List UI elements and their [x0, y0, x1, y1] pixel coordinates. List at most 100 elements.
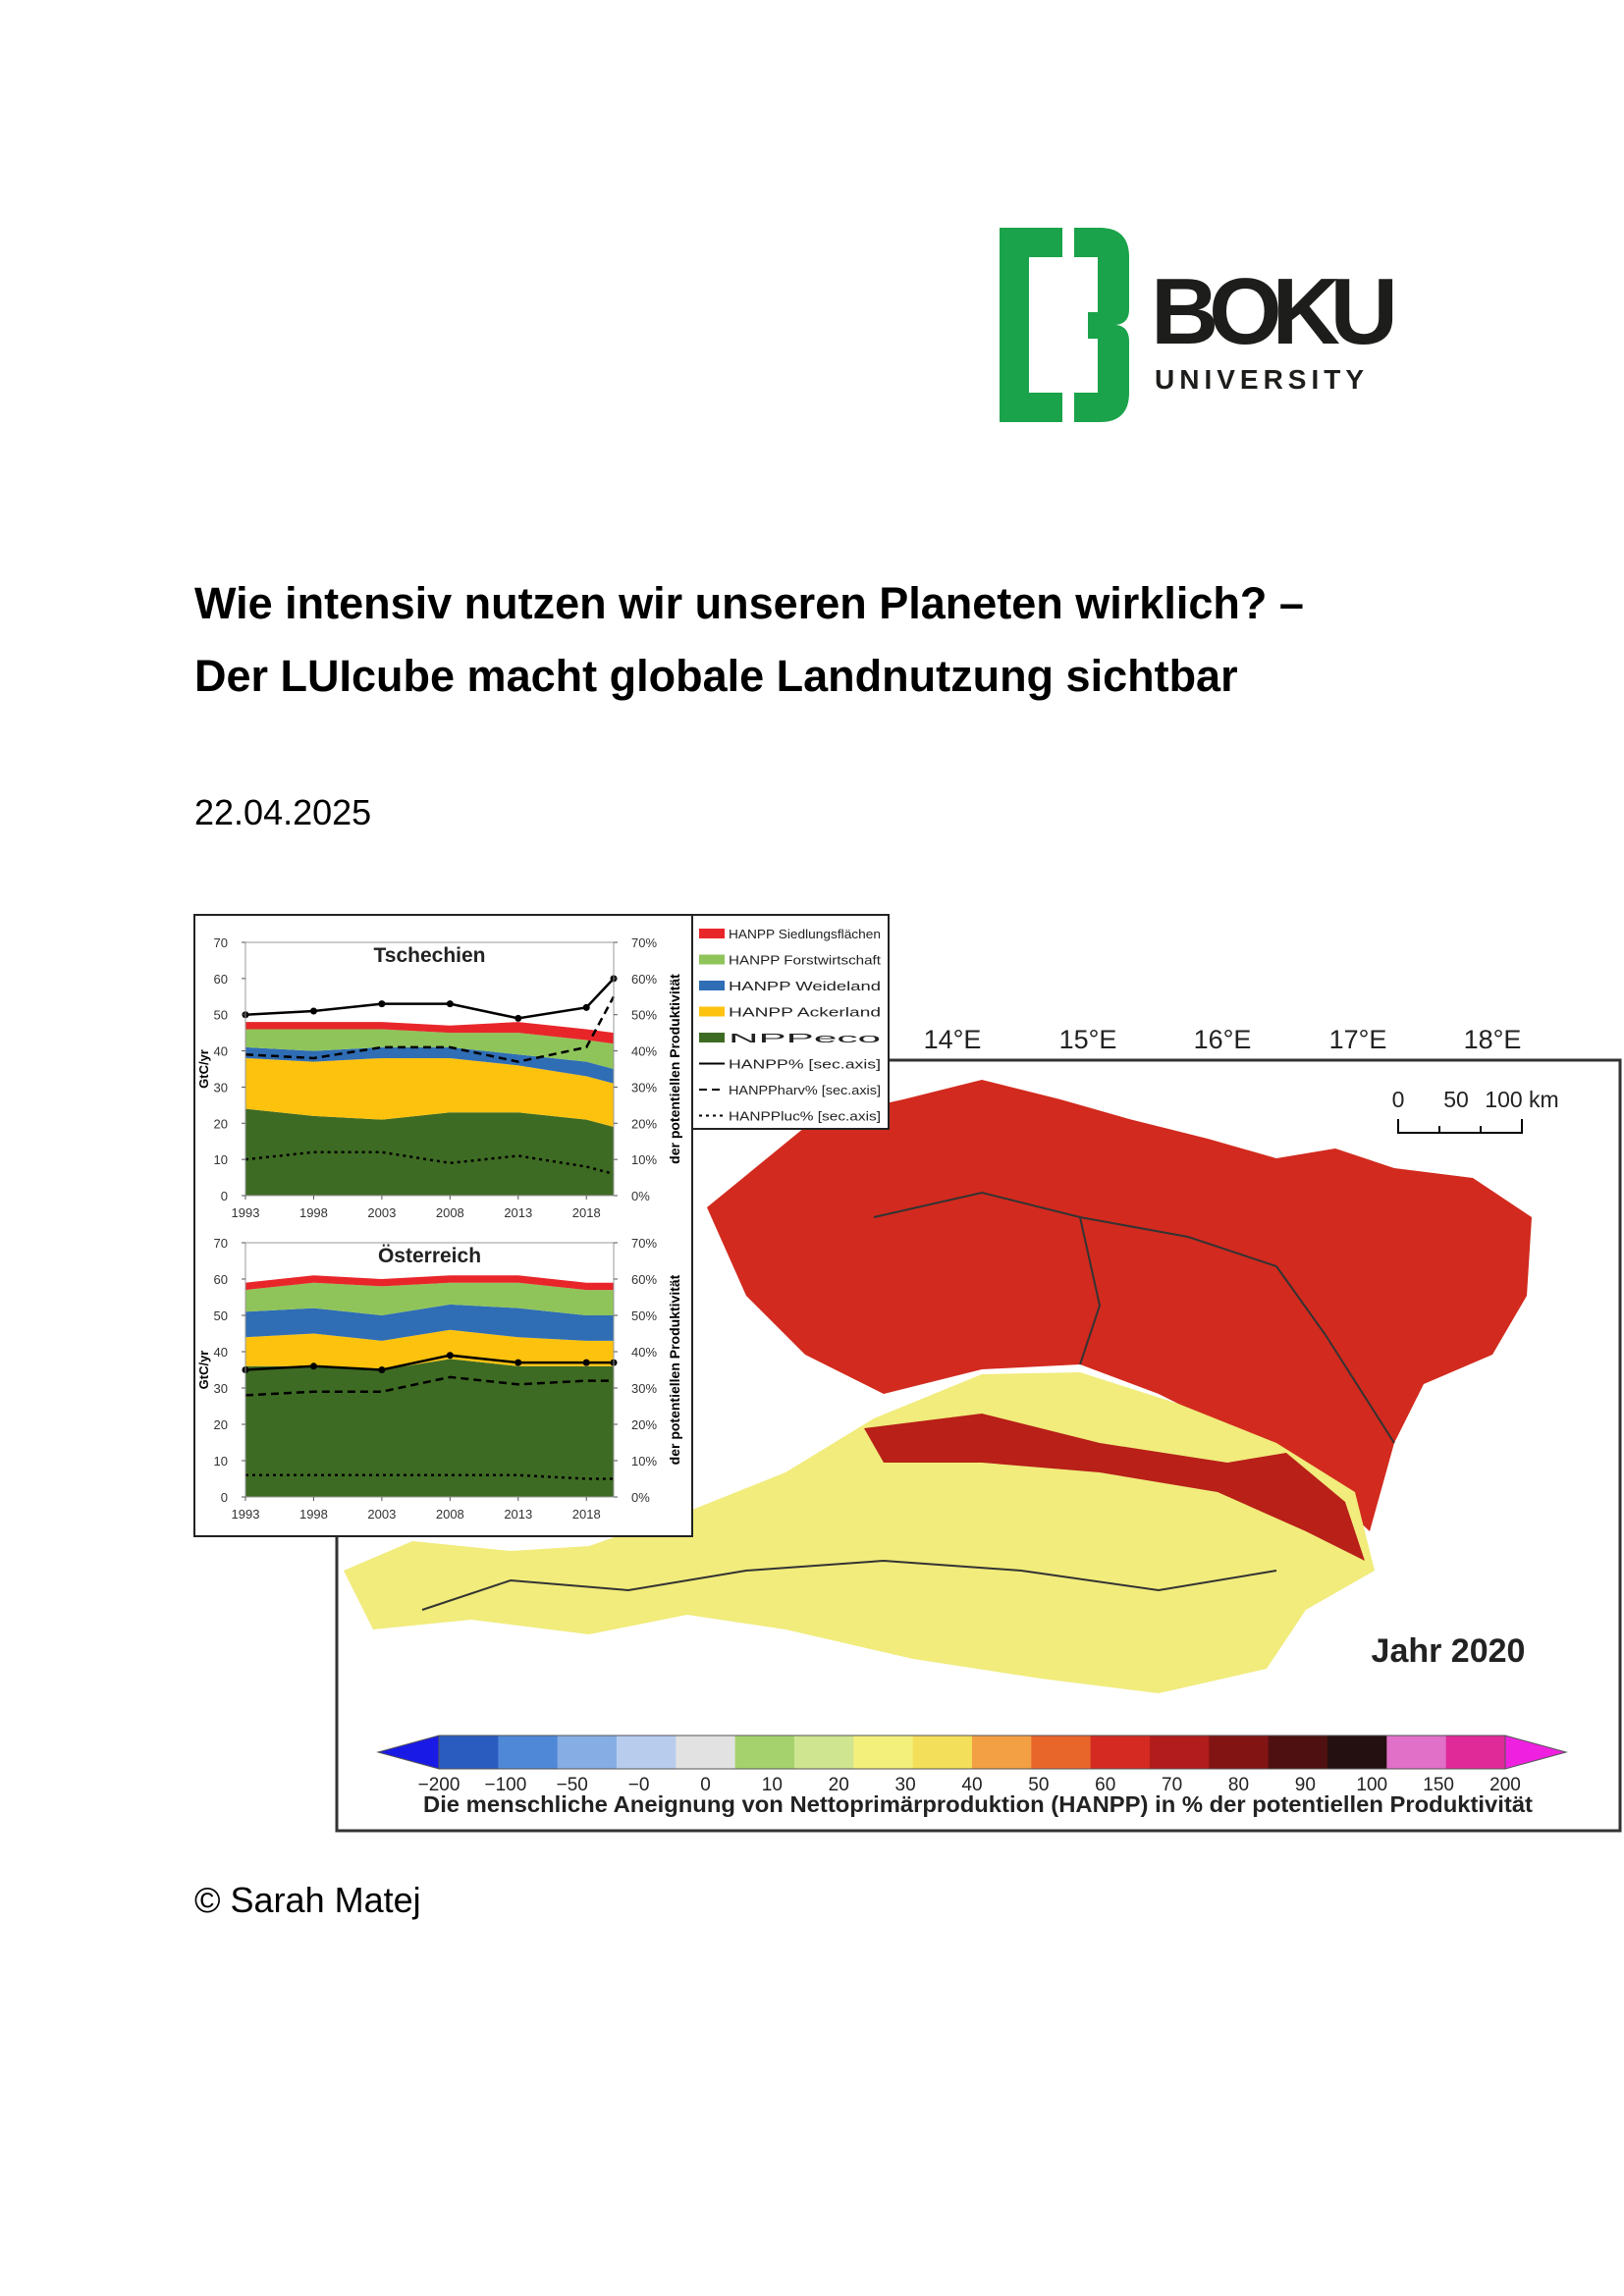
y2-axis-label: der potentiellen Produktivität [667, 974, 682, 1164]
colorbar-tick-label: 80 [1228, 1775, 1249, 1795]
colorbar-segment [794, 1735, 854, 1769]
point [514, 1014, 522, 1022]
y2-tick-label: 70% [631, 935, 657, 950]
area [245, 1108, 614, 1196]
x-tick-label: 2018 [572, 1507, 601, 1522]
colorbar-segment [1209, 1735, 1270, 1769]
area [245, 1022, 614, 1044]
map-border [421, 1559, 1277, 1611]
legend-box [691, 914, 890, 1130]
y2-tick-label: 30% [631, 1381, 657, 1396]
chart-title: Tschechien [374, 944, 486, 967]
colorbar-label: Die menschliche Aneignung von Nettoprimä… [423, 1791, 1533, 1817]
y-tick-label: 10 [214, 1152, 228, 1167]
scale-bar [1397, 1119, 1523, 1134]
colorbar-segment [1445, 1735, 1506, 1769]
colorbar-segment [1386, 1735, 1447, 1769]
area [245, 1304, 614, 1341]
legend-label: HANPP Siedlungsflächen [729, 927, 881, 941]
y-tick-label: 70 [214, 1236, 228, 1251]
colorbar-frame [438, 1735, 1506, 1770]
legend-label: HANPP Ackerland [729, 1005, 881, 1020]
y-tick-label: 40 [214, 1345, 228, 1360]
x-tick-label: 2013 [504, 1205, 532, 1220]
legend-label: HANPPharv% [sec.axis] [729, 1083, 881, 1097]
legend-swatch [699, 954, 725, 965]
point [446, 1352, 454, 1360]
chart-title: Österreich [378, 1245, 481, 1267]
legend-swatch [699, 1033, 725, 1042]
x-tick-label: 2008 [436, 1205, 464, 1220]
y-axis-label: GtC/yr [196, 1351, 211, 1390]
longitude-label: 17°E [1329, 1025, 1387, 1054]
x-tick-label: 2003 [367, 1205, 396, 1220]
y2-tick-label: 60% [631, 1272, 657, 1287]
colorbar-segment [912, 1735, 973, 1769]
caption: © Sarah Matej [194, 1880, 421, 1920]
colorbar-segment [439, 1735, 499, 1769]
x-tick-label: 1993 [232, 1205, 260, 1220]
legend-swatch [699, 981, 725, 990]
map-region [864, 1414, 1365, 1561]
x-tick-label: 1993 [232, 1507, 260, 1522]
colorbar-segment [1150, 1735, 1210, 1769]
point [378, 1366, 386, 1373]
scale-line [1397, 1119, 1523, 1134]
map-year: Jahr 2020 [1372, 1632, 1526, 1670]
area [245, 1359, 614, 1497]
colorbar-tick-label: 70 [1162, 1775, 1182, 1795]
logo-subtitle: UNIVERSITY [1155, 364, 1369, 395]
area [245, 1046, 614, 1084]
y-tick-label: 60 [214, 1272, 228, 1287]
y2-tick-label: 50% [631, 1008, 657, 1023]
legend-label: NPPeco [729, 1031, 881, 1045]
y-tick-label: 50 [214, 1008, 228, 1023]
logo-bracket [1000, 228, 1062, 422]
x-tick-label: 2013 [504, 1507, 532, 1522]
x-tick-label: 2018 [572, 1205, 601, 1220]
legend-swatch [699, 929, 725, 938]
area [245, 1275, 614, 1291]
colorbar-segment [498, 1735, 559, 1769]
y-tick-label: 60 [214, 972, 228, 987]
y-tick-label: 20 [214, 1417, 228, 1432]
y-tick-label: 0 [221, 1189, 228, 1203]
y2-tick-label: 70% [631, 1236, 657, 1251]
colorbar-segment [972, 1735, 1032, 1769]
colorbar-segment [617, 1735, 677, 1769]
plot-frame [244, 1242, 615, 1498]
point [309, 1362, 317, 1370]
colorbar-tick-label: 50 [1028, 1775, 1049, 1795]
y2-tick-label: 60% [631, 972, 657, 987]
y2-tick-label: 20% [631, 1417, 657, 1432]
colorbar-tick-label: 40 [961, 1775, 982, 1795]
longitude-label: 14°E [924, 1025, 982, 1054]
logo: BOKU UNIVERSITY [1000, 228, 1398, 422]
y-tick-label: 70 [214, 935, 228, 950]
point [582, 1003, 590, 1011]
point [446, 1000, 454, 1008]
y2-axis-label: der potentiellen Produktivität [667, 1274, 682, 1465]
y-axis-label: GtC/yr [196, 1049, 211, 1089]
scale-label: 50 [1443, 1087, 1469, 1112]
colorbar-segment [853, 1735, 914, 1769]
map: Jahr 2020 Die menschliche Aneignung von … [335, 1058, 1622, 1833]
y-tick-label: 30 [214, 1381, 228, 1396]
colorbar-segment [1090, 1735, 1151, 1769]
map-border [873, 1191, 1395, 1444]
line [244, 995, 616, 1063]
colorbar-tick-label: 100 [1356, 1775, 1387, 1795]
colorbar-segment [1031, 1735, 1092, 1769]
y2-tick-label: 30% [631, 1080, 657, 1095]
colorbar-tick-label: −100 [484, 1775, 526, 1795]
colorbar-tick-label: 200 [1489, 1775, 1521, 1795]
point [309, 1007, 317, 1015]
y2-tick-label: 0% [631, 1490, 650, 1505]
colorbar-segment [1268, 1735, 1328, 1769]
legend-label: HANPPluc% [sec.axis] [729, 1109, 881, 1124]
date: 22.04.2025 [194, 792, 371, 832]
colorbar-tick-label: 60 [1095, 1775, 1115, 1795]
longitude-label: 15°E [1059, 1025, 1117, 1054]
point [378, 1000, 386, 1008]
y-tick-label: 0 [221, 1490, 228, 1505]
